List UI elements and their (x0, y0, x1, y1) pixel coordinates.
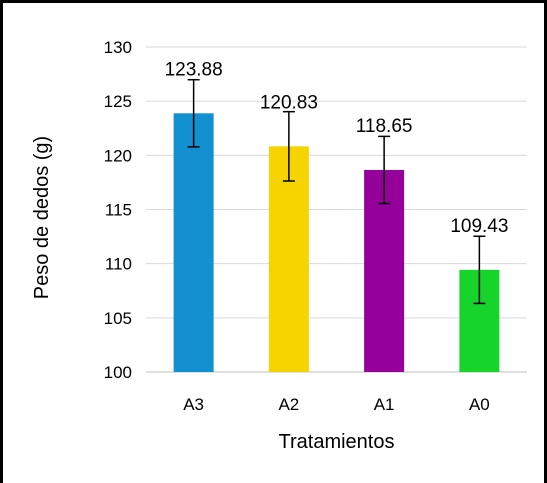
x-tick-label: A1 (374, 395, 395, 414)
bar-a2 (268, 146, 309, 372)
bars (173, 113, 500, 373)
x-axis-label: Tratamientos (279, 431, 395, 453)
y-tick-label: 125 (104, 92, 132, 111)
x-tick-labels: A3 A2 A1 A0 (183, 395, 490, 414)
y-tick-label: 115 (105, 201, 132, 220)
x-tick-label: A3 (183, 395, 204, 414)
data-labels: 123.88 120.83 118.65 109.43 (165, 59, 509, 237)
y-axis-label: Peso de dedos (g) (31, 136, 53, 299)
data-label-a1: 118.65 (356, 116, 413, 137)
data-label-a2: 120.83 (260, 92, 318, 113)
y-tick-labels: 100 105 110 115 120 125 130 (104, 38, 132, 382)
bar-a3 (173, 113, 214, 373)
x-tick-label: A0 (469, 395, 490, 414)
y-tick-label: 130 (104, 38, 132, 57)
y-tick-label: 110 (105, 255, 132, 274)
data-label-a3: 123.88 (165, 59, 223, 80)
data-label-a0: 109.43 (450, 216, 508, 237)
x-tick-label: A2 (278, 395, 299, 414)
error-bars (187, 78, 486, 305)
y-tick-label: 120 (104, 146, 132, 165)
y-tick-label: 105 (104, 309, 132, 328)
y-tick-label: 100 (104, 363, 132, 382)
